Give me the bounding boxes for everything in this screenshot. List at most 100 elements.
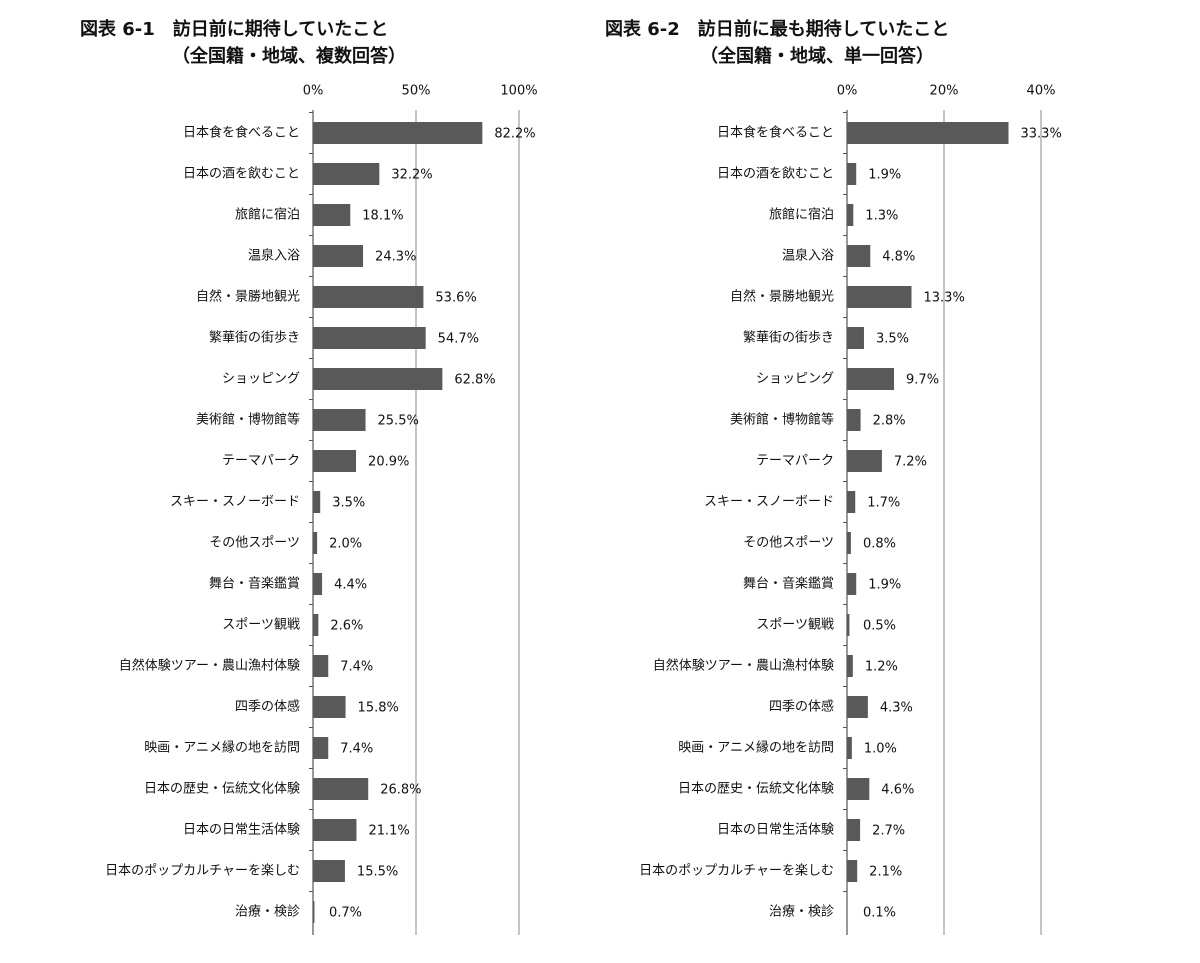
category-label: テーマパーク <box>222 454 300 469</box>
bar <box>313 163 380 185</box>
bar <box>313 532 318 554</box>
bar <box>847 819 861 841</box>
category-label: 四季の体感 <box>769 699 834 715</box>
bar <box>313 409 366 431</box>
chart-subtitle: （全国籍・地域、単一回答） <box>700 45 934 67</box>
value-label: 4.8% <box>882 250 915 265</box>
x-tick-label: 0% <box>837 84 858 99</box>
category-label: 温泉入浴 <box>782 248 834 264</box>
bar <box>313 573 323 595</box>
value-label: 53.6% <box>435 291 476 306</box>
bar <box>847 286 912 308</box>
bar <box>847 491 856 513</box>
value-label: 25.5% <box>378 414 419 429</box>
bar <box>313 614 319 636</box>
bar <box>847 614 850 636</box>
category-label: 旅館に宿泊 <box>769 207 834 223</box>
x-tick-label: 50% <box>402 84 431 99</box>
value-label: 3.5% <box>876 332 909 347</box>
bar <box>313 696 346 718</box>
value-label: 62.8% <box>454 373 495 388</box>
category-label: 治療・検診 <box>769 904 834 920</box>
value-label: 1.9% <box>868 578 901 593</box>
value-label: 20.9% <box>368 455 409 470</box>
category-label: 日本のポップカルチャーを楽しむ <box>639 863 834 879</box>
chart-title: 図表 6-2 訪日前に最も期待していたこと <box>605 18 949 40</box>
bar <box>313 327 426 349</box>
bar <box>313 901 315 923</box>
category-label: 自然・景勝地観光 <box>196 289 300 305</box>
category-label: 自然体験ツアー・農山漁村体験 <box>119 658 300 674</box>
category-label: 日本の日常生活体験 <box>183 823 300 838</box>
value-label: 1.0% <box>864 742 897 757</box>
value-label: 0.7% <box>329 906 362 921</box>
bar <box>313 860 345 882</box>
value-label: 1.2% <box>865 660 898 675</box>
value-label: 7.4% <box>340 660 373 675</box>
bar <box>313 204 351 226</box>
bar <box>313 286 424 308</box>
bar <box>313 450 357 472</box>
category-label: 舞台・音楽鑑賞 <box>743 576 834 592</box>
category-label: 美術館・博物館等 <box>196 412 300 428</box>
value-label: 4.3% <box>880 701 913 716</box>
value-label: 7.2% <box>894 455 927 470</box>
chart-subtitle: （全国籍・地域、複数回答） <box>172 45 406 67</box>
bar <box>313 819 357 841</box>
value-label: 21.1% <box>368 824 409 839</box>
value-label: 24.3% <box>375 250 416 265</box>
value-label: 0.5% <box>863 619 896 634</box>
category-label: スポーツ観戦 <box>222 618 300 633</box>
value-label: 2.6% <box>330 619 363 634</box>
chart-title: 図表 6-1 訪日前に期待していたこと <box>80 18 388 40</box>
value-label: 9.7% <box>906 373 939 388</box>
bar <box>847 532 851 554</box>
value-label: 26.8% <box>380 783 421 798</box>
bar <box>847 368 895 390</box>
bar <box>313 655 329 677</box>
x-tick-label: 0% <box>303 84 324 99</box>
bar <box>313 491 321 513</box>
value-label: 15.8% <box>358 701 399 716</box>
category-label: 日本食を食べること <box>717 125 834 141</box>
value-label: 4.6% <box>881 783 914 798</box>
value-label: 7.4% <box>340 742 373 757</box>
category-label: 四季の体感 <box>235 699 300 715</box>
value-label: 1.7% <box>867 496 900 511</box>
category-label: その他スポーツ <box>743 536 834 551</box>
bar <box>847 696 868 718</box>
x-tick-label: 40% <box>1027 84 1056 99</box>
category-label: 繁華街の街歩き <box>743 330 834 346</box>
value-label: 32.2% <box>391 168 432 183</box>
category-label: 日本の歴史・伝統文化体験 <box>678 782 834 797</box>
category-label: 映画・アニメ縁の地を訪問 <box>144 740 300 756</box>
value-label: 82.2% <box>494 127 535 142</box>
value-label: 15.5% <box>357 865 398 880</box>
value-label: 2.7% <box>872 824 905 839</box>
value-label: 54.7% <box>438 332 479 347</box>
category-label: ショッピング <box>222 372 300 387</box>
bar <box>847 204 854 226</box>
category-label: 日本の歴史・伝統文化体験 <box>144 782 300 797</box>
category-label: 日本食を食べること <box>183 125 300 141</box>
bar <box>313 778 369 800</box>
value-label: 2.8% <box>873 414 906 429</box>
bar <box>847 778 870 800</box>
category-label: 美術館・博物館等 <box>730 412 834 428</box>
x-tick-label: 100% <box>500 84 537 99</box>
category-label: 日本のポップカルチャーを楽しむ <box>105 863 300 879</box>
category-label: ショッピング <box>756 372 834 387</box>
bar <box>313 737 329 759</box>
category-label: 自然・景勝地観光 <box>730 289 834 305</box>
category-label: スポーツ観戦 <box>756 618 834 633</box>
bar <box>847 450 882 472</box>
category-label: 自然体験ツアー・農山漁村体験 <box>653 658 834 674</box>
bar <box>313 122 483 144</box>
category-label: その他スポーツ <box>209 536 300 551</box>
value-label: 0.8% <box>863 537 896 552</box>
value-label: 1.3% <box>865 209 898 224</box>
value-label: 2.0% <box>329 537 362 552</box>
value-label: 18.1% <box>362 209 403 224</box>
value-label: 33.3% <box>1021 127 1062 142</box>
